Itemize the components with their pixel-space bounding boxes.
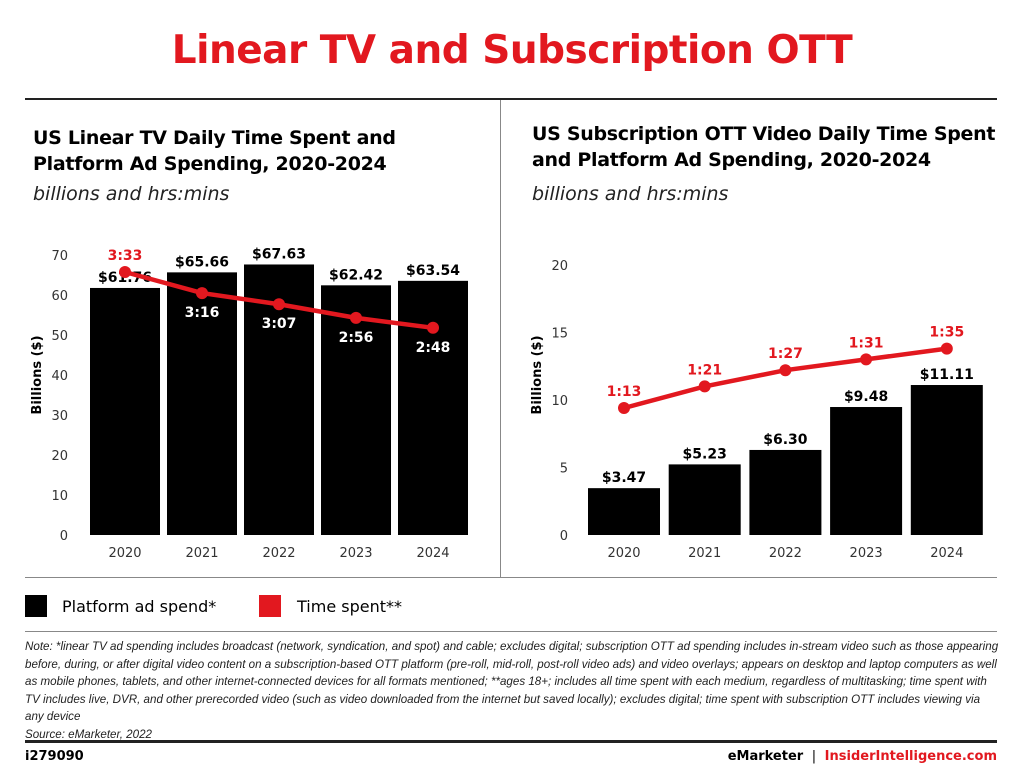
linear-tv-time-point-2023: [350, 311, 362, 324]
ott-time-point-2021: [698, 380, 711, 393]
ott-bar-2023: [830, 407, 903, 535]
ott-time-point-2020: [618, 402, 630, 414]
linear-tv-time-label-2022: 3:07: [262, 316, 297, 332]
linear-tv-x-tick: 2022: [262, 546, 295, 561]
ott-y-tick: 0: [560, 529, 568, 544]
linear-tv-time-point-2022: [273, 298, 285, 311]
ott-x-tick: 2022: [769, 546, 802, 561]
linear-tv-bar-2024: [398, 280, 468, 535]
linear-tv-x-tick: 2020: [108, 546, 141, 561]
linear-tv-y-tick: 30: [51, 409, 68, 424]
ott-bar-label-2022: $6.30: [763, 432, 808, 448]
right-chart-title: US Subscription OTT Video Daily Time Spe…: [532, 121, 995, 205]
ott-time-point-2024: [940, 342, 953, 355]
linear-tv-bar-label-2021: $65.66: [175, 254, 229, 270]
left-chart-subtitle: billions and hrs:mins: [33, 183, 230, 205]
ott-bar-label-2020: $3.47: [602, 470, 646, 486]
right-title-line-1: US Subscription OTT Video Daily Time Spe…: [532, 123, 996, 145]
left-title-line-1: US Linear TV Daily Time Spent and: [33, 127, 396, 149]
left-title-line-2: Platform Ad Spending, 2020-2024: [33, 153, 387, 175]
ott-x-tick: 2021: [688, 546, 721, 561]
linear-tv-y-tick: 10: [51, 489, 68, 504]
linear-tv-time-label-2021: 3:16: [185, 305, 220, 321]
linear-tv-bar-label-2024: $63.54: [406, 263, 460, 279]
ott-time-label-2024: 1:35: [929, 325, 964, 341]
linear-tv-y-tick: 50: [51, 329, 68, 344]
ott-time-label-2021: 1:21: [687, 362, 722, 378]
linear-tv-bar-2020: [90, 287, 160, 535]
legend-swatch-time-spent: [259, 595, 281, 617]
ott-y-tick: 15: [551, 327, 568, 342]
ott-time-label-2020: 1:13: [607, 384, 642, 400]
ott-x-tick: 2020: [607, 546, 640, 561]
left-chart-title: US Linear TV Daily Time Spent and Platfo…: [33, 125, 396, 205]
ott-y-tick: 20: [551, 259, 568, 274]
note-divider: [25, 631, 997, 632]
ott-time-point-2023: [860, 353, 873, 366]
footer-divider: [25, 740, 997, 743]
right-title-line-2: and Platform Ad Spending, 2020-2024: [532, 149, 931, 171]
linear-tv-bar-label-2023: $62.42: [329, 267, 383, 283]
center-divider: [500, 100, 501, 578]
chart-id: i279090: [25, 749, 84, 764]
main-title: Linear TV and Subscription OTT: [171, 28, 853, 73]
note: Note: *linear TV ad spending includes br…: [25, 638, 1000, 743]
ott-bar-2020: [588, 488, 660, 535]
linear-tv-y-tick: 20: [51, 449, 68, 464]
title-divider: [25, 98, 997, 100]
source-text: Source: eMarketer, 2022: [25, 727, 152, 741]
linear-tv-x-tick: 2024: [416, 546, 449, 561]
legend-swatch-ad-spend: [25, 595, 47, 617]
ott-y-tick: 10: [551, 394, 568, 409]
ott-y-tick: 5: [560, 462, 568, 477]
right-chart-subtitle: billions and hrs:mins: [532, 183, 729, 205]
linear-tv-time-point-2021: [196, 287, 208, 300]
brand-insiderintelligence[interactable]: InsiderIntelligence.com: [824, 749, 997, 764]
ott-bar-label-2023: $9.48: [844, 389, 888, 405]
linear-tv-time-point-2024: [427, 321, 439, 334]
footer-brand: eMarketer | InsiderIntelligence.com: [728, 749, 997, 764]
brand-emarketer: eMarketer: [727, 749, 804, 764]
linear-tv-bar-2023: [321, 285, 391, 535]
linear-tv-y-tick: 70: [51, 249, 68, 264]
ott-time-label-2023: 1:31: [849, 335, 884, 351]
linear-tv-y-tick: 60: [51, 289, 68, 304]
ott-bar-label-2024: $11.11: [920, 367, 974, 383]
ott-bar-2021: [668, 464, 741, 535]
ott-bar-2022: [749, 449, 822, 535]
linear-tv-y-tick: 40: [51, 369, 68, 384]
ott-bar-label-2021: $5.23: [683, 446, 727, 462]
note-text: Note: *linear TV ad spending includes br…: [25, 640, 999, 723]
linear-tv-x-tick: 2023: [339, 546, 372, 561]
ott-x-tick: 2024: [930, 546, 963, 561]
ott-bar-2024: [910, 385, 983, 535]
ott-time-label-2022: 1:27: [768, 346, 803, 362]
brand-separator: |: [811, 749, 817, 764]
linear-tv-bar-2021: [167, 272, 237, 535]
legend-label-ad-spend: Platform ad spend*: [62, 597, 217, 616]
linear-tv-bar-label-2022: $67.63: [252, 246, 306, 262]
linear-tv-y-tick: 0: [60, 529, 68, 544]
linear-tv-x-tick: 2021: [185, 546, 218, 561]
linear-tv-time-label-2024: 2:48: [416, 340, 451, 356]
ott-time-point-2022: [779, 364, 792, 377]
linear-tv-time-label-2023: 2:56: [339, 330, 374, 346]
linear-tv-time-label-2020: 3:33: [108, 248, 143, 264]
legend-label-time-spent: Time spent**: [297, 597, 402, 616]
linear-tv-y-axis-label: Billions ($): [30, 335, 45, 414]
charts-bottom-divider: [25, 577, 997, 578]
ott-y-axis-label: Billions ($): [530, 335, 545, 414]
linear-tv-time-point-2020: [119, 266, 131, 278]
ott-x-tick: 2023: [850, 546, 883, 561]
